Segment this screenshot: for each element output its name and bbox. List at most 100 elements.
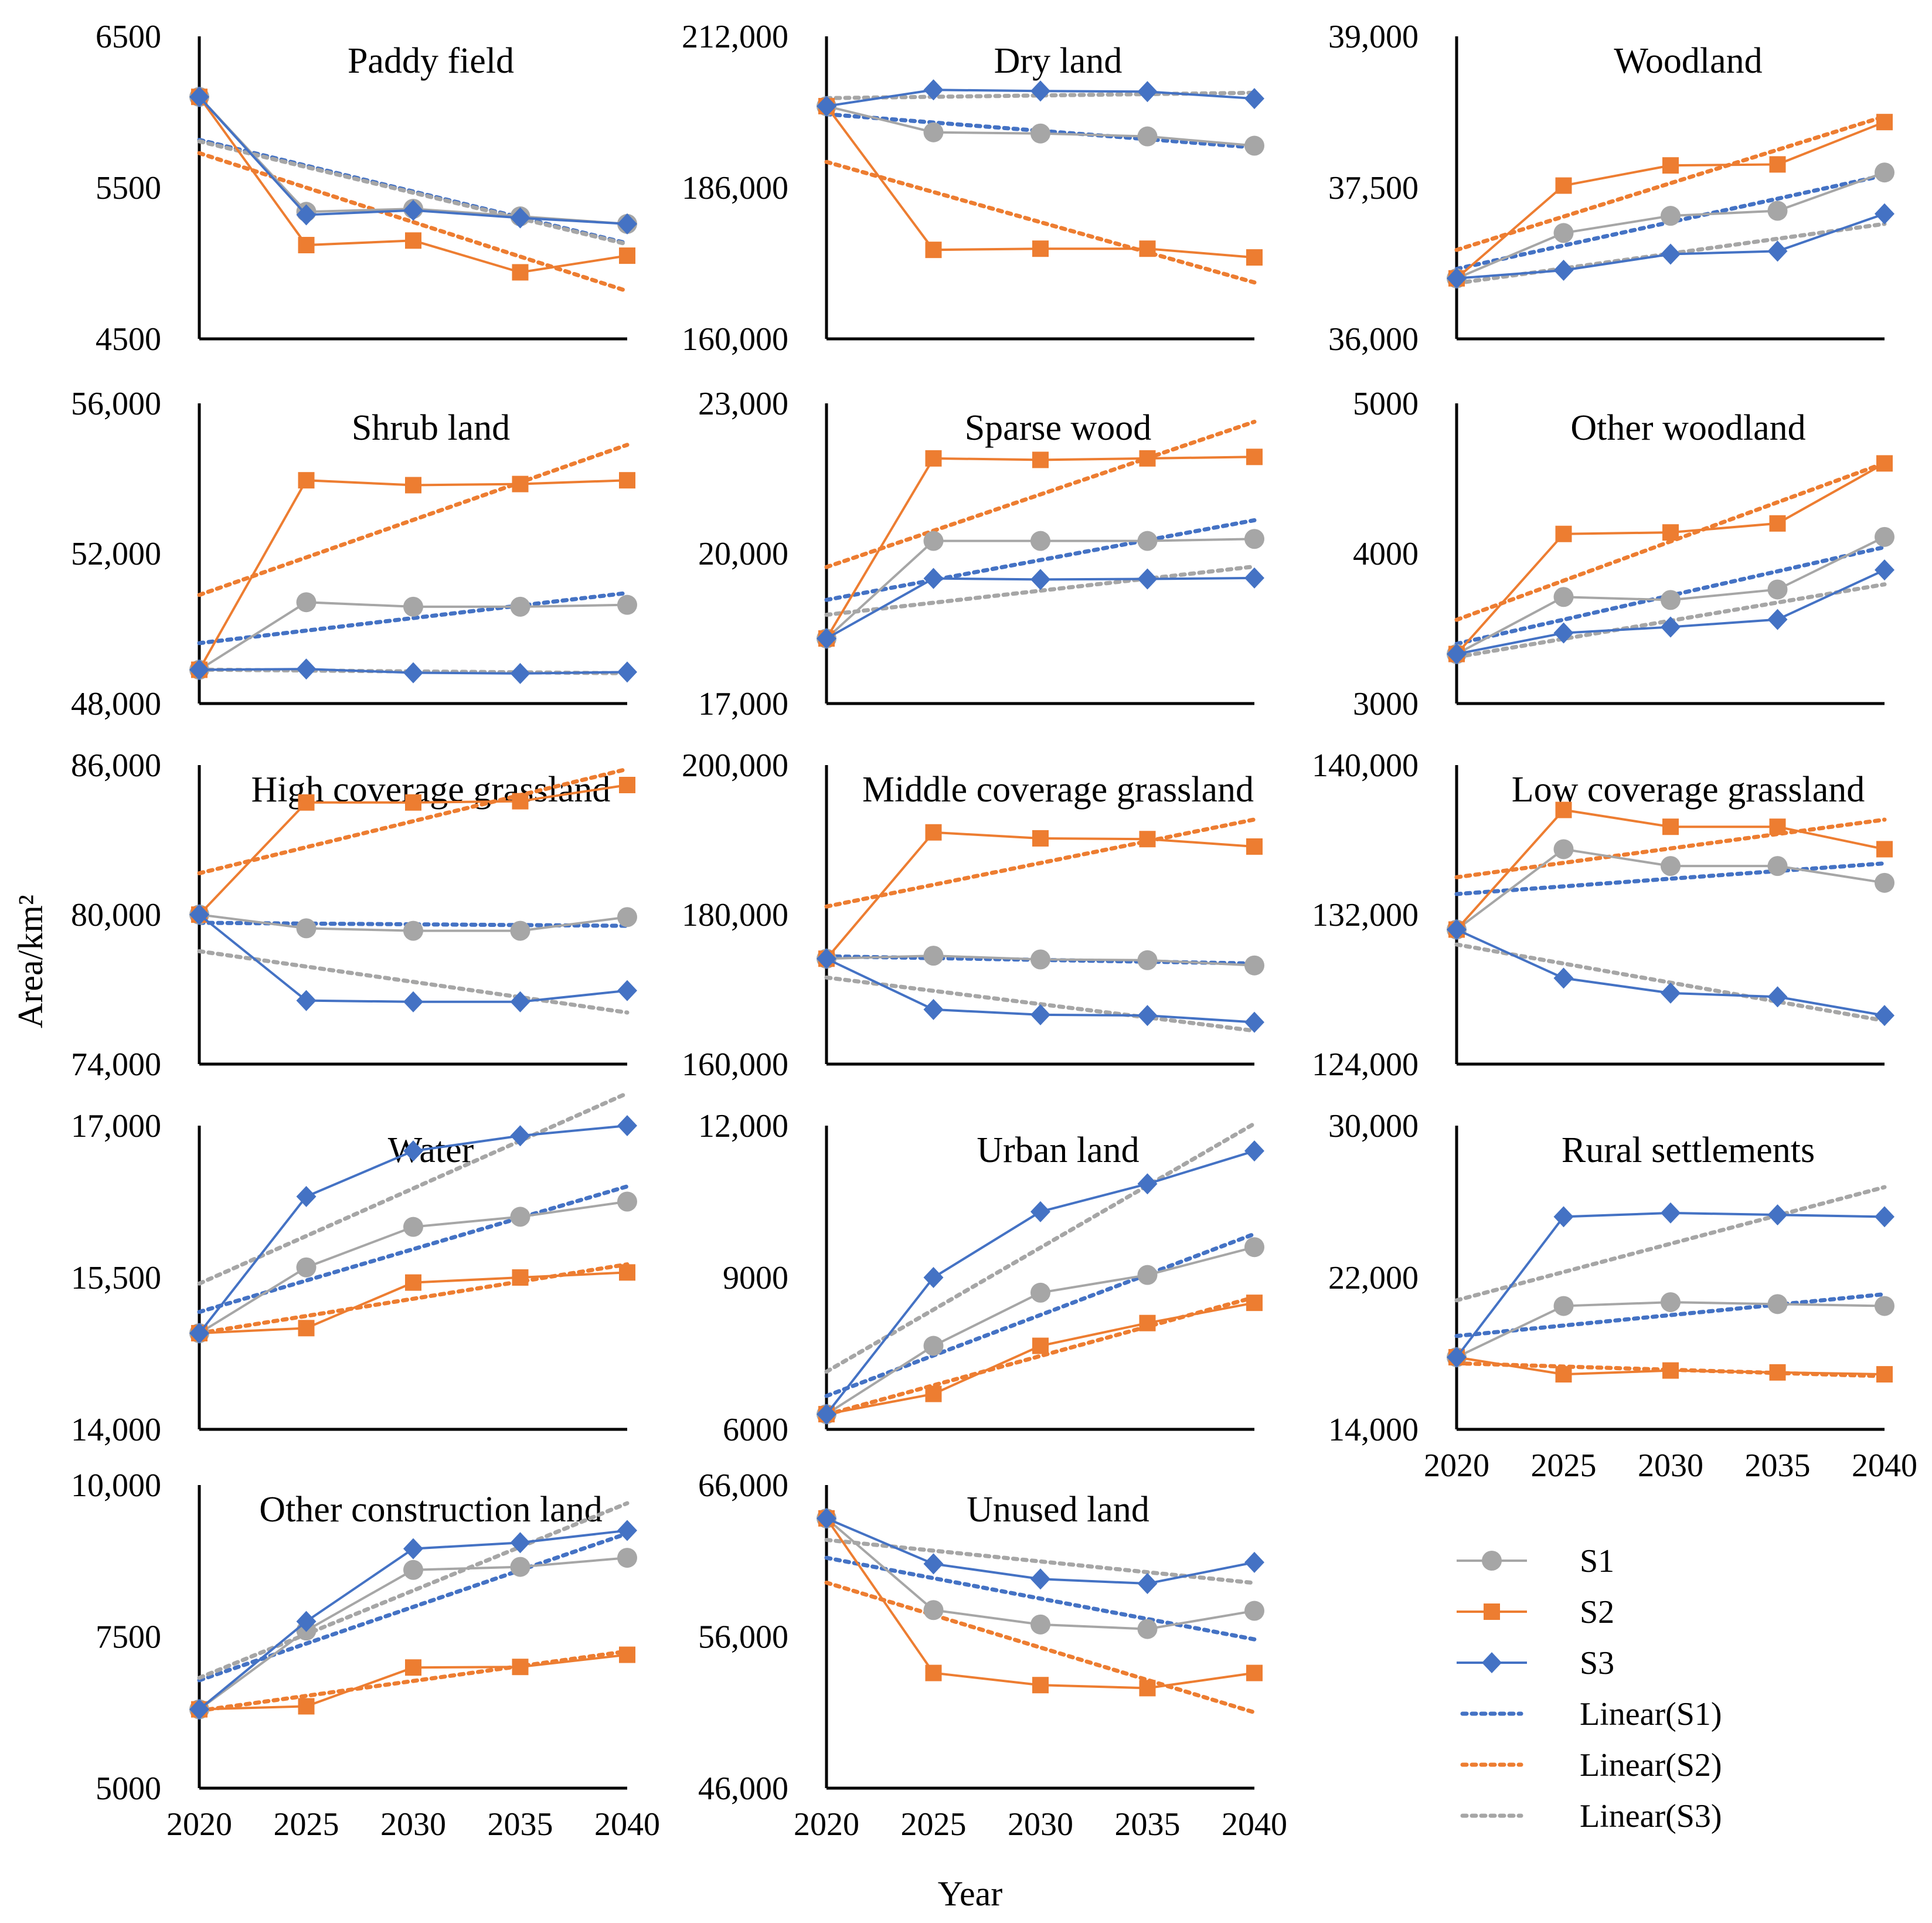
data-point-s2 <box>405 1274 421 1291</box>
y-tick-label: 14,000 <box>71 1412 161 1448</box>
data-point-s3 <box>923 998 944 1020</box>
panel-urban-land: 6000 9000 12,000 Urban land <box>698 1108 1264 1448</box>
data-point-s2 <box>512 264 529 281</box>
data-point-s1 <box>1661 1292 1681 1313</box>
data-point-s3 <box>1137 81 1158 103</box>
data-point-s1 <box>296 592 317 613</box>
data-point-s2 <box>925 824 942 841</box>
data-point-s3 <box>189 1322 209 1344</box>
data-point-s2 <box>512 1269 529 1286</box>
data-point-s3 <box>1875 1005 1894 1027</box>
data-point-s2 <box>298 237 315 254</box>
data-point-s3 <box>1661 1202 1681 1224</box>
series-line-s2 <box>825 831 1255 960</box>
trendline-linear-s3 <box>197 1091 630 1286</box>
data-point-s2 <box>405 232 421 249</box>
x-tick-label: 2035 <box>488 1806 553 1843</box>
y-tick-label: 140,000 <box>1312 748 1419 784</box>
panel-title: Middle coverage grassland <box>862 770 1254 810</box>
trendline-linear-s1 <box>197 1184 630 1314</box>
x-tick-label: 2030 <box>380 1806 446 1843</box>
y-tick-label: 46,000 <box>698 1771 788 1807</box>
data-point-s3 <box>1767 986 1788 1008</box>
data-point-s1 <box>1661 856 1681 876</box>
legend-label: S1 <box>1580 1543 1614 1579</box>
data-point-s1 <box>1137 950 1158 970</box>
x-axis-label: Year <box>938 1874 1003 1913</box>
data-point-s3 <box>189 1698 209 1720</box>
y-tick-label: 5500 <box>96 170 161 206</box>
data-point-s3 <box>1244 1011 1264 1033</box>
data-point-s2 <box>1662 157 1679 174</box>
data-point-s1 <box>1137 126 1158 147</box>
data-point-s3 <box>510 207 530 229</box>
data-point-s2 <box>925 1385 942 1402</box>
data-point-s1 <box>1875 1296 1894 1316</box>
legend-item-linear-s2: Linear(S2) <box>1460 1747 1722 1783</box>
data-point-s3 <box>1030 1201 1050 1222</box>
trendline-linear-s2 <box>197 443 630 597</box>
y-tick-label: 3000 <box>1353 686 1419 722</box>
data-point-s3 <box>1244 1551 1264 1573</box>
panel-unused-land: 46,000 56,000 66,000 Unused land 2020 2025 203… <box>698 1467 1287 1843</box>
data-point-s3 <box>1767 609 1788 630</box>
x-tick-label: 2025 <box>901 1806 967 1843</box>
data-point-s3 <box>1875 559 1894 581</box>
data-point-s1 <box>923 1600 944 1620</box>
data-point-s3 <box>923 568 944 589</box>
panel-water: 14,000 15,500 17,000 Water <box>71 1091 637 1448</box>
data-point-s1 <box>296 1257 317 1278</box>
y-tick-label: 12,000 <box>698 1108 788 1144</box>
y-axis-label: Area/km² <box>11 895 50 1028</box>
y-tick-label: 14,000 <box>1328 1412 1419 1448</box>
data-point-s3 <box>1137 568 1158 590</box>
data-point-s2 <box>1769 1364 1786 1381</box>
data-point-s3 <box>510 1125 530 1147</box>
data-point-s2 <box>1139 240 1156 257</box>
panel-title: Urban land <box>977 1130 1139 1170</box>
y-tick-label: 4000 <box>1353 536 1419 572</box>
data-point-s1 <box>510 596 530 617</box>
data-point-s2 <box>1246 838 1263 855</box>
data-point-s3 <box>923 1553 944 1575</box>
data-point-s2 <box>1032 451 1049 468</box>
data-point-s3 <box>296 204 317 226</box>
data-point-s2 <box>1876 455 1893 472</box>
data-point-s2 <box>619 247 635 264</box>
data-point-s3 <box>1553 1206 1574 1228</box>
trendline-linear-s2 <box>1454 817 1887 879</box>
legend-item-linear-s1: Linear(S1) <box>1460 1696 1722 1732</box>
data-point-s3 <box>1030 1004 1050 1025</box>
data-point-s3 <box>1661 616 1681 638</box>
trendline-linear-s2 <box>824 817 1257 909</box>
data-point-s3 <box>1137 1173 1158 1195</box>
data-point-s1 <box>510 1207 530 1227</box>
panel-title: Shrub land <box>352 408 510 448</box>
series-line-s3 <box>825 1150 1255 1415</box>
x-tick-label: 2040 <box>1852 1448 1917 1484</box>
x-tick-label: 2035 <box>1745 1448 1811 1484</box>
trendline-linear-s3 <box>197 949 630 1015</box>
data-point-s1 <box>923 1336 944 1356</box>
y-tick-label: 56,000 <box>71 386 161 422</box>
x-tick-label: 2025 <box>1531 1448 1597 1484</box>
data-point-s3 <box>1553 967 1574 989</box>
data-point-s3 <box>817 628 836 650</box>
data-point-s3 <box>1030 1568 1050 1590</box>
y-tick-label: 160,000 <box>682 1047 788 1083</box>
data-point-s3 <box>1447 643 1467 665</box>
data-point-s2 <box>1769 818 1786 835</box>
y-tick-label: 6000 <box>723 1412 788 1448</box>
data-point-s3 <box>1244 567 1264 589</box>
data-point-s1 <box>923 122 944 142</box>
panel-title: Rural settlements <box>1562 1130 1815 1170</box>
data-point-s2 <box>1246 249 1263 266</box>
trendline-linear-s1 <box>197 590 630 645</box>
data-point-s2 <box>1032 830 1049 847</box>
panel-other-construction-land: 5000 7500 10,000 Other construction land 202… <box>71 1467 660 1843</box>
y-tick-label: 52,000 <box>71 536 161 572</box>
data-point-s1 <box>1244 135 1264 156</box>
